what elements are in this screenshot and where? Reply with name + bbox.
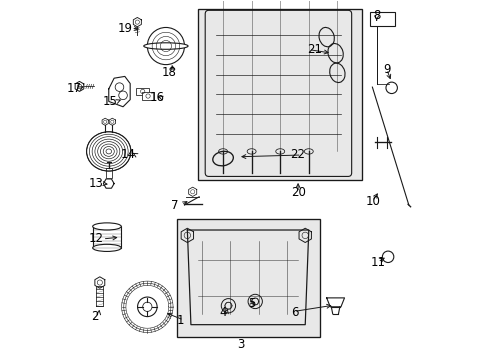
Bar <box>105 168 112 178</box>
Text: 4: 4 <box>219 306 226 319</box>
Text: 17: 17 <box>66 82 81 95</box>
Text: 19: 19 <box>117 22 132 35</box>
Text: 13: 13 <box>89 177 103 190</box>
Text: 6: 6 <box>290 306 298 319</box>
Polygon shape <box>103 179 114 188</box>
Text: 14: 14 <box>121 148 136 162</box>
Polygon shape <box>326 298 344 307</box>
Bar <box>176 219 319 337</box>
Bar <box>136 88 149 95</box>
Circle shape <box>147 27 184 64</box>
Text: 5: 5 <box>247 297 255 310</box>
Text: 21: 21 <box>306 43 321 56</box>
Text: 10: 10 <box>365 195 380 208</box>
Bar <box>369 12 394 26</box>
Text: 1: 1 <box>176 314 183 327</box>
Bar <box>198 9 362 180</box>
Bar <box>142 93 154 100</box>
Ellipse shape <box>93 223 121 230</box>
Text: 11: 11 <box>370 256 385 269</box>
Text: 8: 8 <box>372 9 380 22</box>
Text: 16: 16 <box>149 91 164 104</box>
Ellipse shape <box>93 244 121 251</box>
Text: 9: 9 <box>383 63 390 76</box>
Polygon shape <box>108 76 130 107</box>
Text: 15: 15 <box>103 95 118 108</box>
Ellipse shape <box>143 43 188 49</box>
Text: 20: 20 <box>290 186 305 199</box>
Text: 7: 7 <box>171 198 178 212</box>
Text: 22: 22 <box>290 148 305 162</box>
Text: 2: 2 <box>91 310 99 323</box>
Text: 3: 3 <box>237 338 244 351</box>
Bar <box>93 226 121 248</box>
Text: 18: 18 <box>162 66 177 79</box>
Text: 12: 12 <box>88 233 103 246</box>
